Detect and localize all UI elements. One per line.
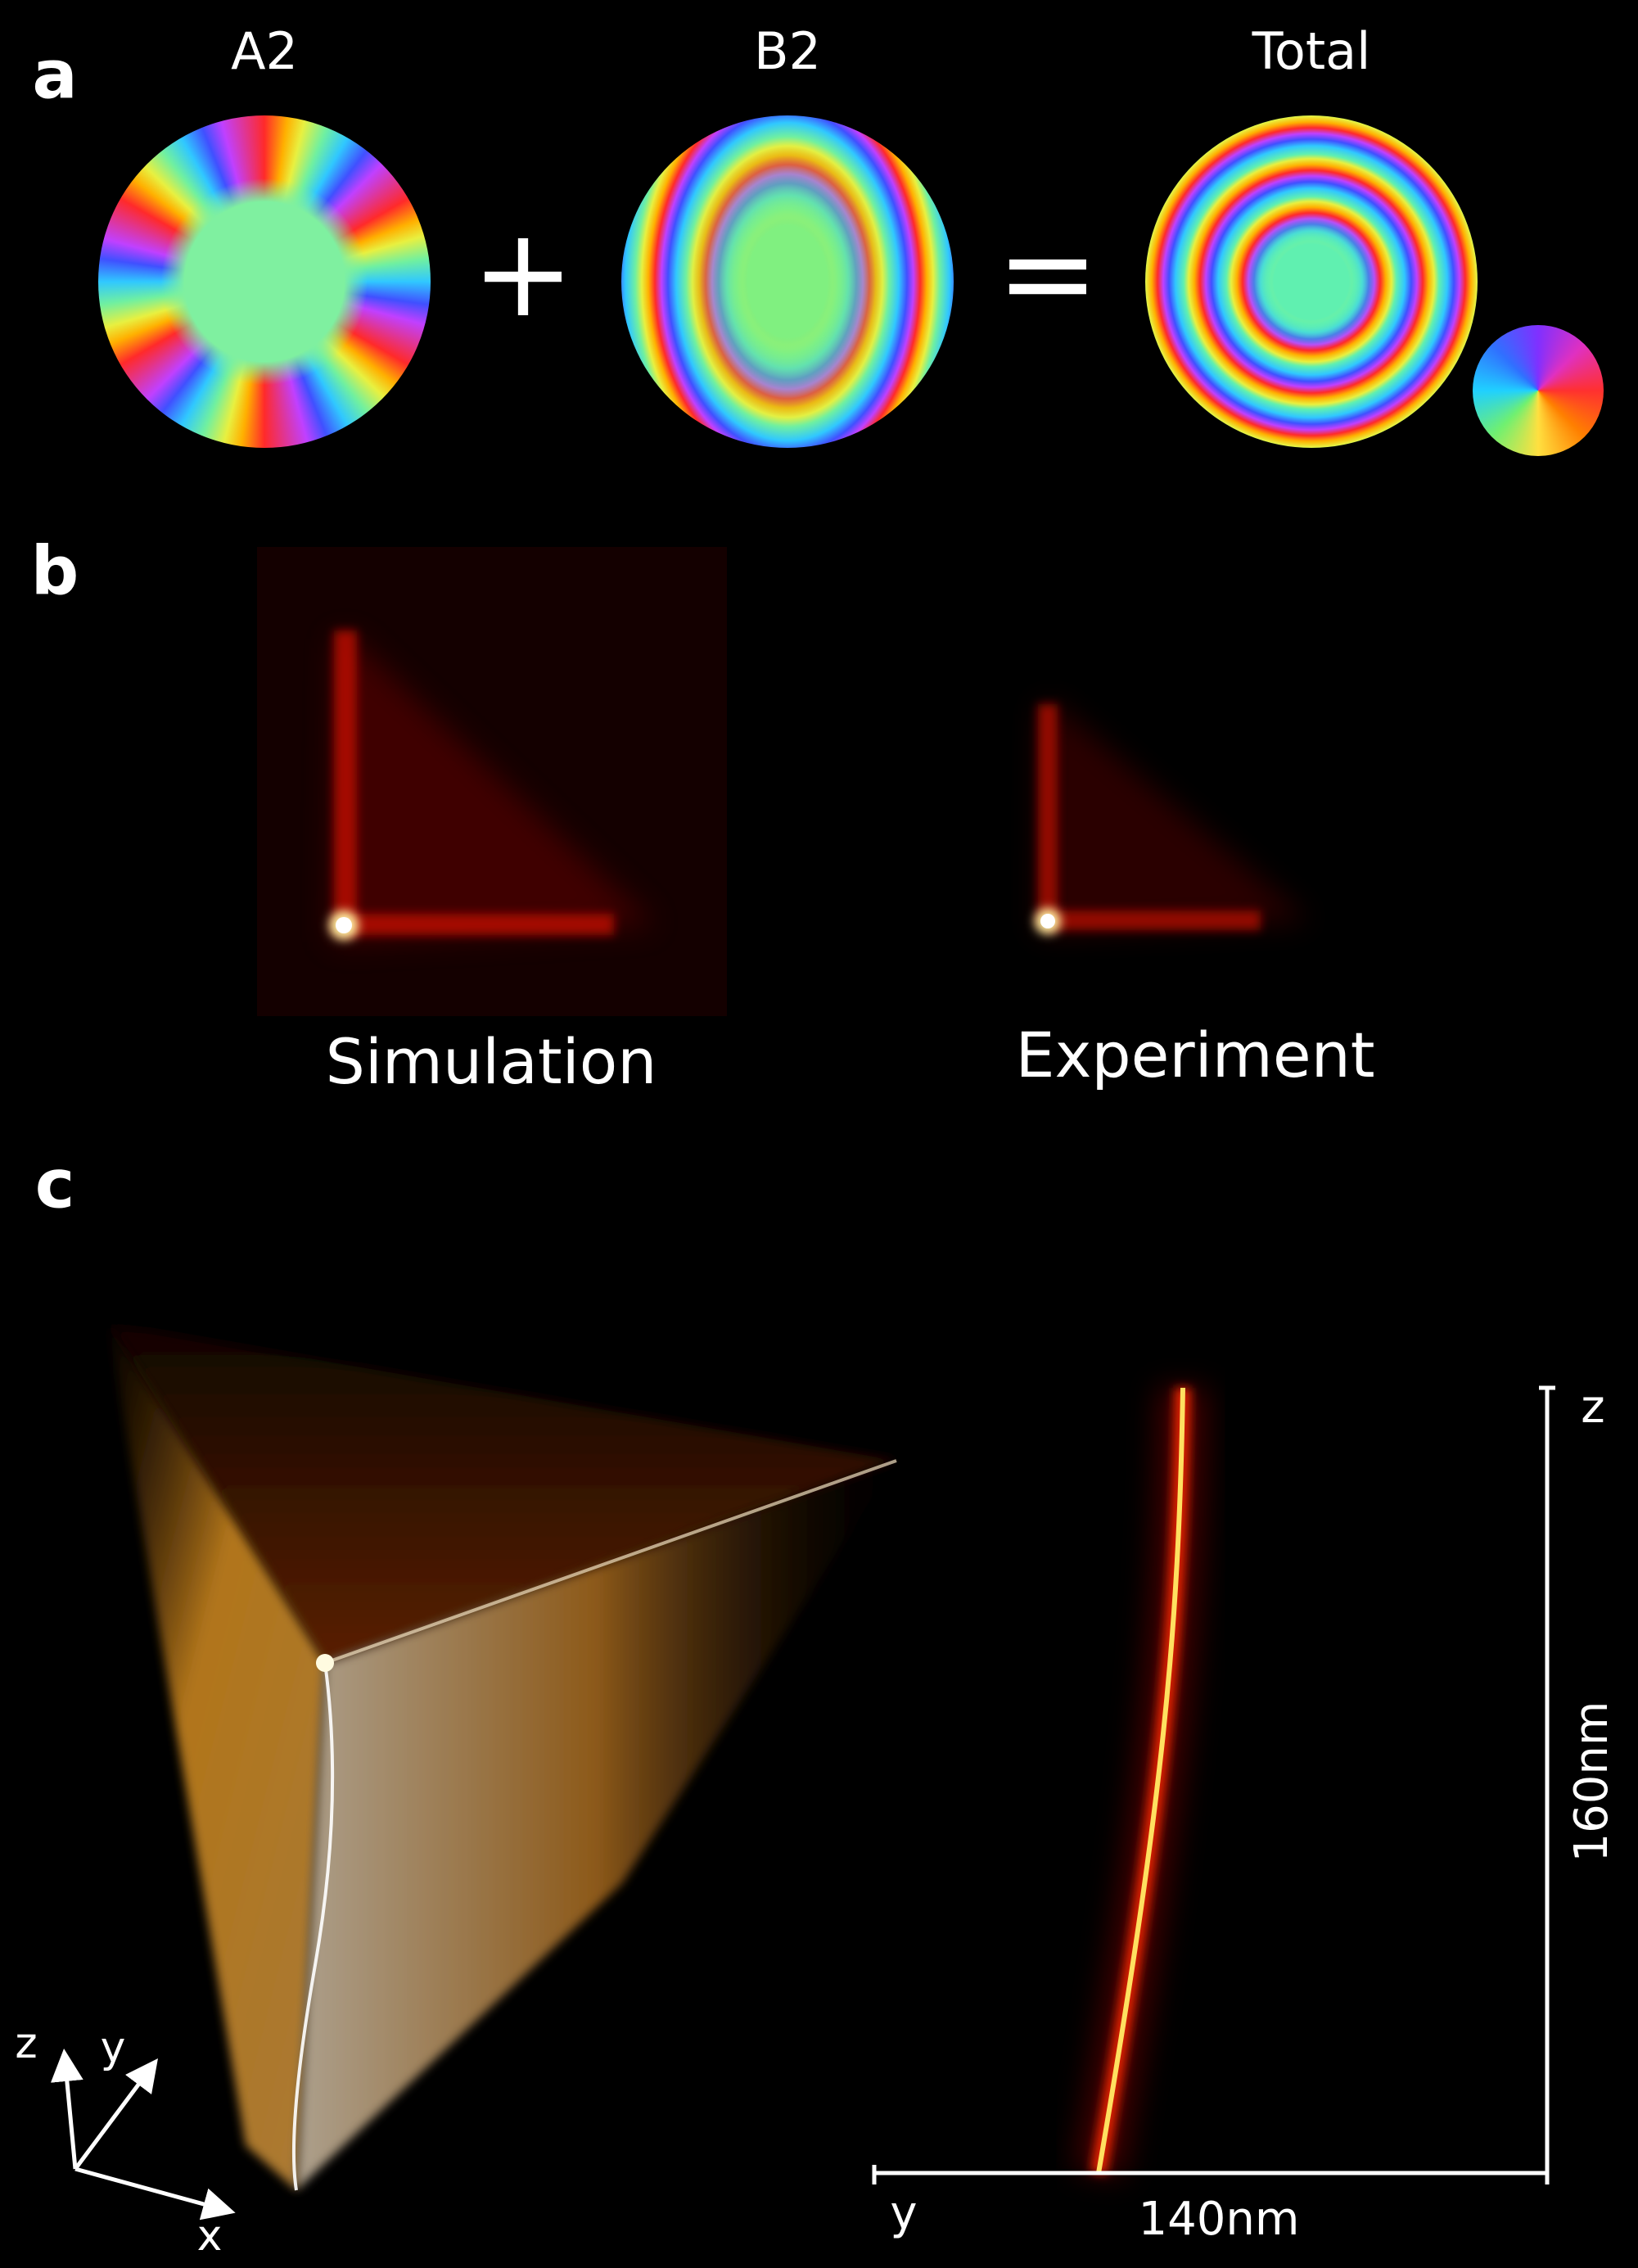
disc-title: A2 [231,21,298,81]
caption: Experiment [1015,1019,1374,1091]
scale-bars [872,1385,1555,2184]
phase-disc [1145,115,1478,448]
panel-label: a [32,36,77,114]
axis-label: z [15,2019,37,2068]
color-wheel [1473,325,1604,456]
beam-section [1074,1387,1207,2178]
panel-label: c [35,1145,75,1223]
scale-axis-label: y [890,2187,917,2240]
scale-length: 160nm [1565,1701,1618,1863]
axis-label: y [101,2023,126,2072]
caption: Simulation [326,1025,657,1098]
psf-experiment [1035,704,1310,934]
phase-disc [98,115,431,448]
operator: + [472,202,575,345]
panel-label: b [31,532,79,610]
volume-render [108,1323,897,2191]
phase-disc [621,115,954,448]
disc-title: B2 [754,21,821,81]
scale-axis-label: z [1581,1380,1604,1434]
axis-label: x [197,2212,223,2261]
scale-length: 140nm [1139,2193,1300,2246]
psf-simulation [329,630,655,942]
disc-title: Total [1252,21,1371,81]
axes-triad [50,2049,236,2221]
operator: = [996,202,1099,345]
